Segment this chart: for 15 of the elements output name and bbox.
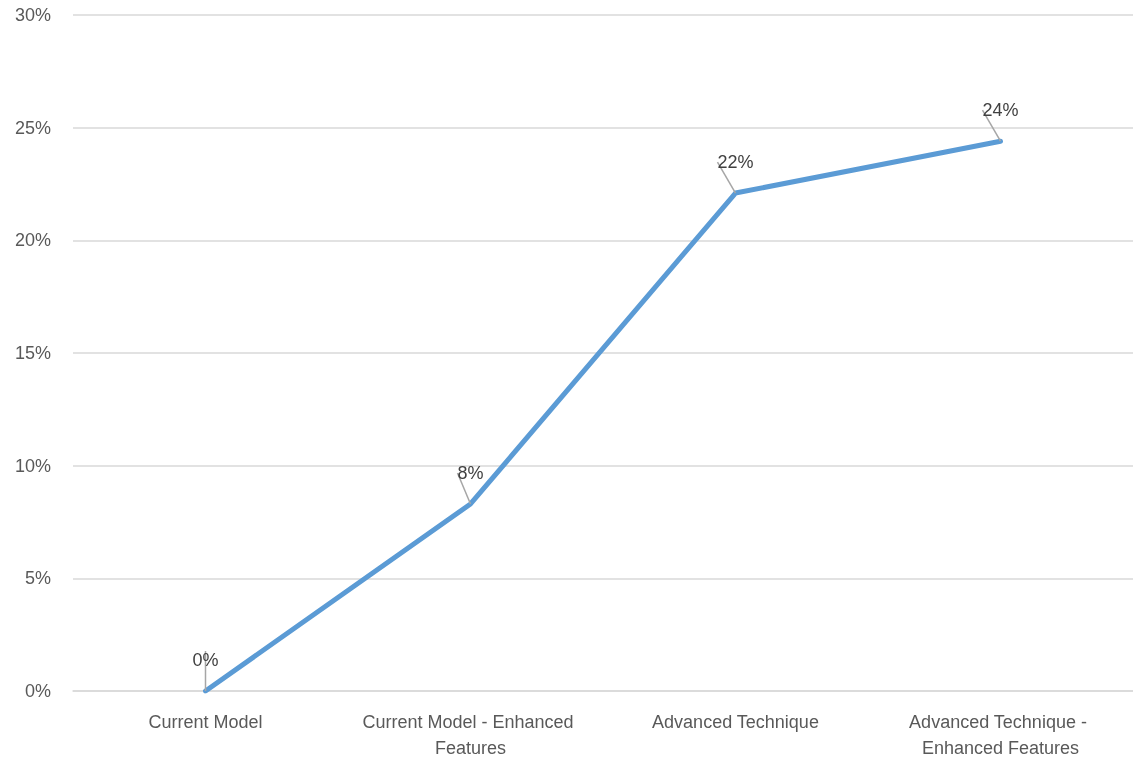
data-label: 24% (982, 100, 1019, 121)
x-tick-label: Current Model (148, 712, 263, 732)
x-tick-label: Current Model - Enhanced Features (362, 712, 579, 758)
y-tick-label: 20% (14, 230, 51, 251)
x-tick-label: Advanced Technique - Enhanced Features (909, 712, 1092, 758)
y-tick-label: 25% (14, 117, 51, 138)
y-tick-label: 5% (24, 568, 51, 589)
data-label: 0% (192, 650, 219, 670)
data-label: 8% (457, 462, 484, 483)
data-label: 22% (717, 152, 754, 173)
x-tick-label: Advanced Technique (652, 712, 819, 732)
y-tick-label: 30% (14, 5, 51, 25)
y-tick-label: 10% (14, 455, 51, 476)
y-tick-label: 0% (24, 681, 51, 701)
y-tick-label: 15% (14, 343, 51, 363)
